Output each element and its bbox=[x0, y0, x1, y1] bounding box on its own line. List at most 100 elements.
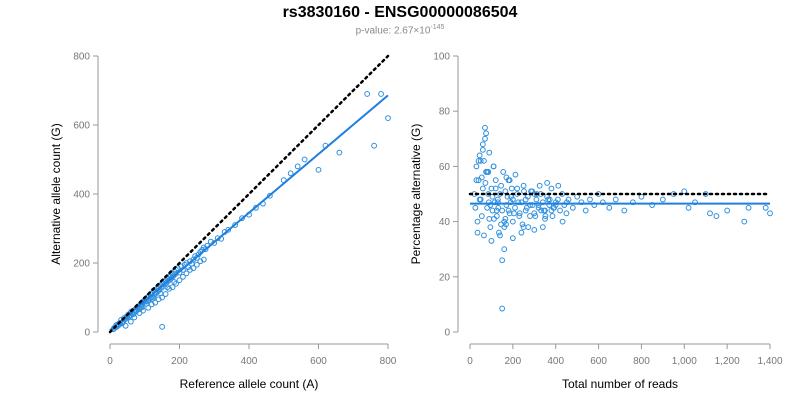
panel2-data-point bbox=[485, 169, 492, 175]
panel2-data-point bbox=[493, 207, 500, 214]
panel2-data-point bbox=[587, 196, 593, 203]
panel2-data-point bbox=[503, 221, 509, 228]
panel1-data-point bbox=[364, 91, 371, 97]
panel2-data-point bbox=[578, 199, 585, 206]
panel2-data-point bbox=[487, 224, 494, 231]
panel2-data-point bbox=[481, 157, 487, 164]
panel1-x-tick-label: 200 bbox=[171, 356, 188, 367]
panel2-data-point bbox=[516, 210, 523, 217]
panel2-data-point bbox=[489, 193, 496, 200]
panel2-x-tick-label: 400 bbox=[547, 356, 564, 367]
panel1-data-point bbox=[287, 170, 294, 177]
panel2-data-point bbox=[493, 213, 500, 219]
panel2-data-point bbox=[523, 204, 530, 211]
panel2-data-point bbox=[515, 199, 522, 206]
panel1-x-axis-title: Reference allele count (A) bbox=[180, 377, 319, 391]
panel2-data-point bbox=[529, 202, 536, 208]
panel1-data-point bbox=[171, 279, 178, 285]
panel2-data-point bbox=[591, 202, 598, 208]
panel2-y-tick-label: 60 bbox=[439, 162, 451, 173]
panel2-data-point bbox=[481, 232, 487, 239]
panel1-data-point bbox=[266, 192, 273, 199]
panel1-data-point bbox=[159, 323, 166, 330]
panel2-y-tick-label: 100 bbox=[433, 52, 450, 63]
panel2-data-point bbox=[767, 210, 773, 217]
chart-subtitle: p-value: 2.67×10-145 bbox=[0, 24, 800, 36]
panel2-data-point bbox=[506, 177, 513, 184]
panel2-data-point bbox=[498, 221, 504, 228]
panel2-data-point bbox=[538, 207, 545, 214]
panel2-data-point bbox=[612, 196, 619, 203]
panel2-data-point bbox=[483, 130, 489, 137]
panel2-data-point bbox=[492, 177, 499, 184]
panel1-data-point bbox=[232, 222, 239, 228]
panel2-data-point bbox=[494, 196, 501, 203]
panel2-data-point bbox=[541, 207, 547, 214]
panel2-data-point bbox=[488, 185, 495, 192]
panel2-data-point bbox=[479, 146, 486, 153]
panel2-data-point bbox=[486, 215, 493, 222]
panel2-data-point bbox=[500, 169, 507, 175]
chart-title: rs3830160 - ENSG00000086504 bbox=[282, 4, 518, 21]
panel2-data-point bbox=[557, 207, 563, 214]
panel1-data-point bbox=[176, 277, 183, 284]
panel2-data-point bbox=[535, 202, 542, 208]
panel2-data-point bbox=[498, 182, 504, 189]
panel2-data-point bbox=[503, 202, 510, 208]
panel1-data-point bbox=[336, 149, 343, 156]
p-value-times: × bbox=[413, 25, 420, 37]
panel2-data-point bbox=[532, 213, 539, 219]
panel1-data-point bbox=[190, 265, 197, 272]
panel2-data-point bbox=[473, 163, 480, 170]
panel2-x-tick-label: 200 bbox=[505, 356, 522, 367]
panel2-data-point bbox=[563, 210, 570, 217]
panel1-data-point bbox=[150, 294, 157, 301]
panel1-x-tick-label: 400 bbox=[241, 356, 258, 367]
panel2-data-point bbox=[511, 210, 517, 217]
panel1-data-point bbox=[193, 261, 200, 268]
panel2-data-point bbox=[741, 218, 748, 225]
panel2-data-point bbox=[551, 204, 557, 211]
panel2-data-point bbox=[546, 202, 553, 208]
panel1-data-point bbox=[371, 142, 378, 149]
panel2-data-point bbox=[512, 171, 519, 178]
panel2-data-point bbox=[506, 210, 513, 217]
panel2-data-point bbox=[474, 229, 481, 236]
panel1-data-point bbox=[294, 163, 301, 170]
panel2-data-point bbox=[629, 199, 636, 206]
panel2-data-point bbox=[476, 152, 483, 159]
panel2-data-point bbox=[512, 204, 518, 211]
panel2-data-point bbox=[542, 213, 549, 219]
panel2-data-point bbox=[638, 193, 645, 200]
panel2-data-point bbox=[536, 182, 543, 189]
panel1-data-point bbox=[385, 115, 391, 121]
panel2-x-axis-title: Total number of reads bbox=[562, 377, 678, 391]
panel2-data-point bbox=[482, 180, 489, 186]
panel2-data-point bbox=[518, 199, 525, 206]
panel2-data-point bbox=[582, 207, 589, 214]
panel1-data-point bbox=[173, 280, 179, 287]
panel2-data-point bbox=[478, 174, 485, 181]
p-value-exponent: -145 bbox=[430, 24, 445, 31]
panel1-y-tick-label: 200 bbox=[73, 259, 90, 270]
panel2-data-point bbox=[542, 215, 548, 222]
panel2-data-point bbox=[519, 221, 526, 228]
panel2-data-point bbox=[508, 185, 515, 192]
panel2-data-point bbox=[531, 210, 538, 217]
panel1-fit-line bbox=[109, 94, 389, 332]
panel2-data-point bbox=[505, 207, 512, 214]
panel2-data-point bbox=[492, 185, 499, 192]
panel2-data-point bbox=[685, 204, 692, 211]
panel2-data-point bbox=[477, 196, 484, 203]
panel2-data-point bbox=[522, 196, 529, 203]
panel2-data-point bbox=[724, 207, 731, 214]
panel2-data-point bbox=[525, 224, 532, 231]
panel2-data-point bbox=[491, 215, 497, 222]
panel2-data-point bbox=[502, 215, 509, 222]
panel2-data-point bbox=[745, 204, 752, 211]
panel1-data-point bbox=[180, 273, 186, 280]
panel2-y-axis-title: Percentage alternative (G) bbox=[409, 124, 423, 265]
panel2-x-tick-label: 600 bbox=[590, 356, 607, 367]
panel2-data-point bbox=[681, 188, 688, 195]
panel2-data-point bbox=[599, 199, 606, 206]
